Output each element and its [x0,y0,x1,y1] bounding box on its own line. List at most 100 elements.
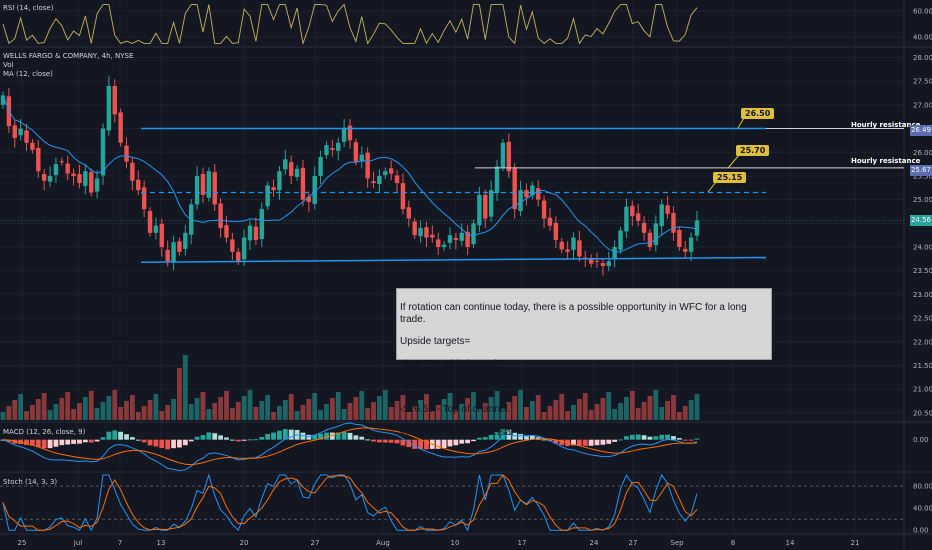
moving-average-line [2,95,698,253]
volume-bar [494,391,500,420]
rsi-line [2,3,698,46]
volume-bar [476,409,482,420]
candle-body [412,221,417,236]
volume-bar [529,401,535,420]
volume-bar [388,407,394,420]
candle-body [571,237,576,250]
candle-body [506,141,511,172]
volume-bar [47,410,53,420]
volume-bar [312,393,318,420]
price-tick-label: 20.50 [913,409,932,417]
volume-bar [65,392,71,420]
macd-histogram-bar [159,439,165,448]
macd-histogram-bar [553,439,559,444]
price-tag-resistance-mid: 25.67 [910,165,932,176]
candle-body [100,128,106,176]
macd-histogram-bar [671,436,676,440]
candle-body [36,147,41,172]
macd-histogram-bar [30,439,35,446]
macd-histogram-bar [665,434,670,440]
candle-body [688,237,694,252]
candle-body [230,239,235,252]
volume-bar [53,404,59,420]
macd-histogram-bar [359,436,365,440]
macd-histogram-bar [106,431,112,440]
macd-histogram-bar [571,439,576,446]
volume-bar [659,407,665,420]
volume-bar [482,403,488,420]
candle-body [206,171,212,198]
volume-bar [547,406,553,420]
volume-bar [177,368,182,420]
time-tick-label: 27 [629,539,638,547]
note-line-4: -$25.70 - Horizontal resistance [400,381,537,393]
target-callout-25-15[interactable]: 25.15 [713,172,747,183]
candle-body [530,185,535,196]
macd-histogram-bar [500,429,506,440]
candle-body [459,232,464,241]
candle-body [559,241,564,250]
volume-bar [647,396,653,420]
volume-bar [618,403,623,420]
candle-body [424,227,429,238]
volume-bar [429,411,435,420]
candle-body [200,174,206,195]
candle-body [153,225,159,233]
macd-histogram-bar [177,439,182,448]
volume-bar [247,390,253,420]
macd-histogram-bar [541,439,547,441]
volume-bar [212,403,218,420]
callout-pointer-mid [727,154,740,169]
volume-bar [118,407,124,420]
candle-body [547,217,553,226]
macd-histogram-bar [459,439,465,444]
volume-bar [153,394,159,420]
macd-histogram-bar [112,430,118,440]
volume-bar [71,409,76,420]
price-tick-label: 26.00 [913,149,932,157]
candle-body [418,228,423,237]
macd-histogram-bar [388,439,394,443]
macd-histogram-bar [682,439,688,441]
trade-idea-note[interactable]: If rotation can continue today, there is… [396,288,772,438]
macd-histogram-bar [35,439,41,448]
candle-body [347,125,353,141]
macd-histogram-bar [271,432,276,440]
macd-histogram-bar [406,439,412,448]
candle-body [324,145,329,156]
volume-bar [641,402,647,420]
candle-body [171,242,176,263]
macd-histogram-bar [647,436,653,440]
macd-histogram-bar [82,439,88,443]
candle-body [83,171,88,186]
macd-histogram-bar [588,439,594,446]
macd-histogram-bar [559,439,565,446]
volume-bar [653,390,659,420]
time-tick-label: 8 [731,539,735,547]
volume-bar [277,406,282,420]
volume-bar [135,412,141,420]
target-callout-26-50[interactable]: 26.50 [741,108,775,119]
volume-bar [12,400,18,420]
macd-histogram-bar [259,436,265,440]
candle-body [136,179,141,191]
candle-body [0,95,6,105]
macd-histogram-bar [412,439,418,449]
candle-body [312,175,317,204]
volume-bar [606,392,612,420]
volume-bar [535,395,541,420]
candle-body [271,187,276,191]
candle-body [441,244,447,248]
volume-bar [676,412,682,420]
volume-bar [682,406,688,420]
target-callout-25-70[interactable]: 25.70 [736,145,770,156]
volume-bar [624,397,629,420]
macd-histogram-bar [141,439,147,443]
macd-histogram-bar [377,439,382,443]
volume-bar [229,408,235,420]
candle-body [177,241,182,252]
volume-bar [94,408,100,420]
volume-bar [635,408,641,420]
volume-title: Vol [3,61,14,69]
